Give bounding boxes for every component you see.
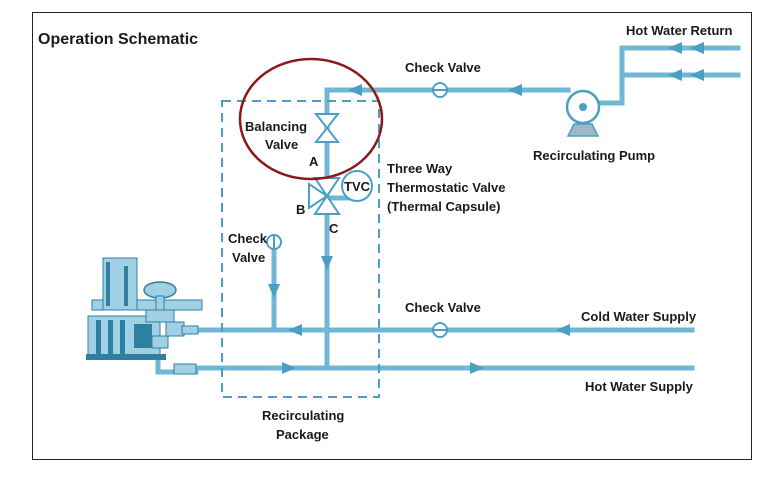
arrow-hot-left xyxy=(282,362,296,374)
arrow-return-2b xyxy=(690,69,704,81)
label-package-line1: Recirculating xyxy=(262,408,344,423)
check-valve-side-icon xyxy=(266,234,282,250)
check-valve-top-icon xyxy=(432,82,448,98)
label-package-line2: Package xyxy=(276,427,329,442)
diagram-frame xyxy=(32,12,752,460)
check-valves xyxy=(266,82,448,338)
balancing-valve-icon xyxy=(313,113,341,143)
label-three-way-line3: (Thermal Capsule) xyxy=(387,199,500,214)
label-check-valve-side-line1: Check xyxy=(228,231,268,246)
arrow-vertical-down xyxy=(321,256,333,270)
arrow-cold-right xyxy=(556,324,570,336)
arrow-return-2 xyxy=(668,69,682,81)
check-valve-middle-icon xyxy=(432,322,448,338)
label-three-way-line2: Thermostatic Valve xyxy=(387,180,506,195)
arrow-branch-down xyxy=(268,284,280,298)
label-port-b: B xyxy=(296,202,305,217)
arrow-return-1 xyxy=(668,42,682,54)
label-balancing-valve-line1: Balancing xyxy=(245,119,307,134)
arrow-return-1b xyxy=(690,42,704,54)
arrow-cold-left xyxy=(288,324,302,336)
arrow-top-pipe-right xyxy=(508,84,522,96)
label-hot-water-supply: Hot Water Supply xyxy=(585,379,694,394)
arrow-top-pipe-left xyxy=(348,84,362,96)
label-balancing-valve-line2: Valve xyxy=(265,137,298,152)
flow-arrows xyxy=(268,42,704,374)
three-way-valve-icon xyxy=(308,177,341,215)
label-check-valve-side-line2: Valve xyxy=(232,250,265,265)
label-check-valve-top: Check Valve xyxy=(405,60,481,75)
label-hot-water-return: Hot Water Return xyxy=(626,23,732,38)
label-recirculating-pump: Recirculating Pump xyxy=(533,148,655,163)
highlight-circle xyxy=(238,57,384,181)
label-port-a: A xyxy=(309,154,319,169)
label-port-c: C xyxy=(329,221,339,236)
recirculating-pump-icon xyxy=(565,89,601,137)
label-check-valve-middle: Check Valve xyxy=(405,300,481,315)
label-tvc: TVC xyxy=(344,179,371,194)
recirculating-package-box xyxy=(221,100,380,398)
label-cold-water-supply: Cold Water Supply xyxy=(581,309,697,324)
tvc-capsule-icon xyxy=(341,170,373,202)
label-three-way-line1: Three Way xyxy=(387,161,453,176)
water-heater-assembly-icon xyxy=(86,257,203,375)
diagram-title: Operation Schematic xyxy=(38,31,198,48)
arrow-hot-right xyxy=(470,362,484,374)
